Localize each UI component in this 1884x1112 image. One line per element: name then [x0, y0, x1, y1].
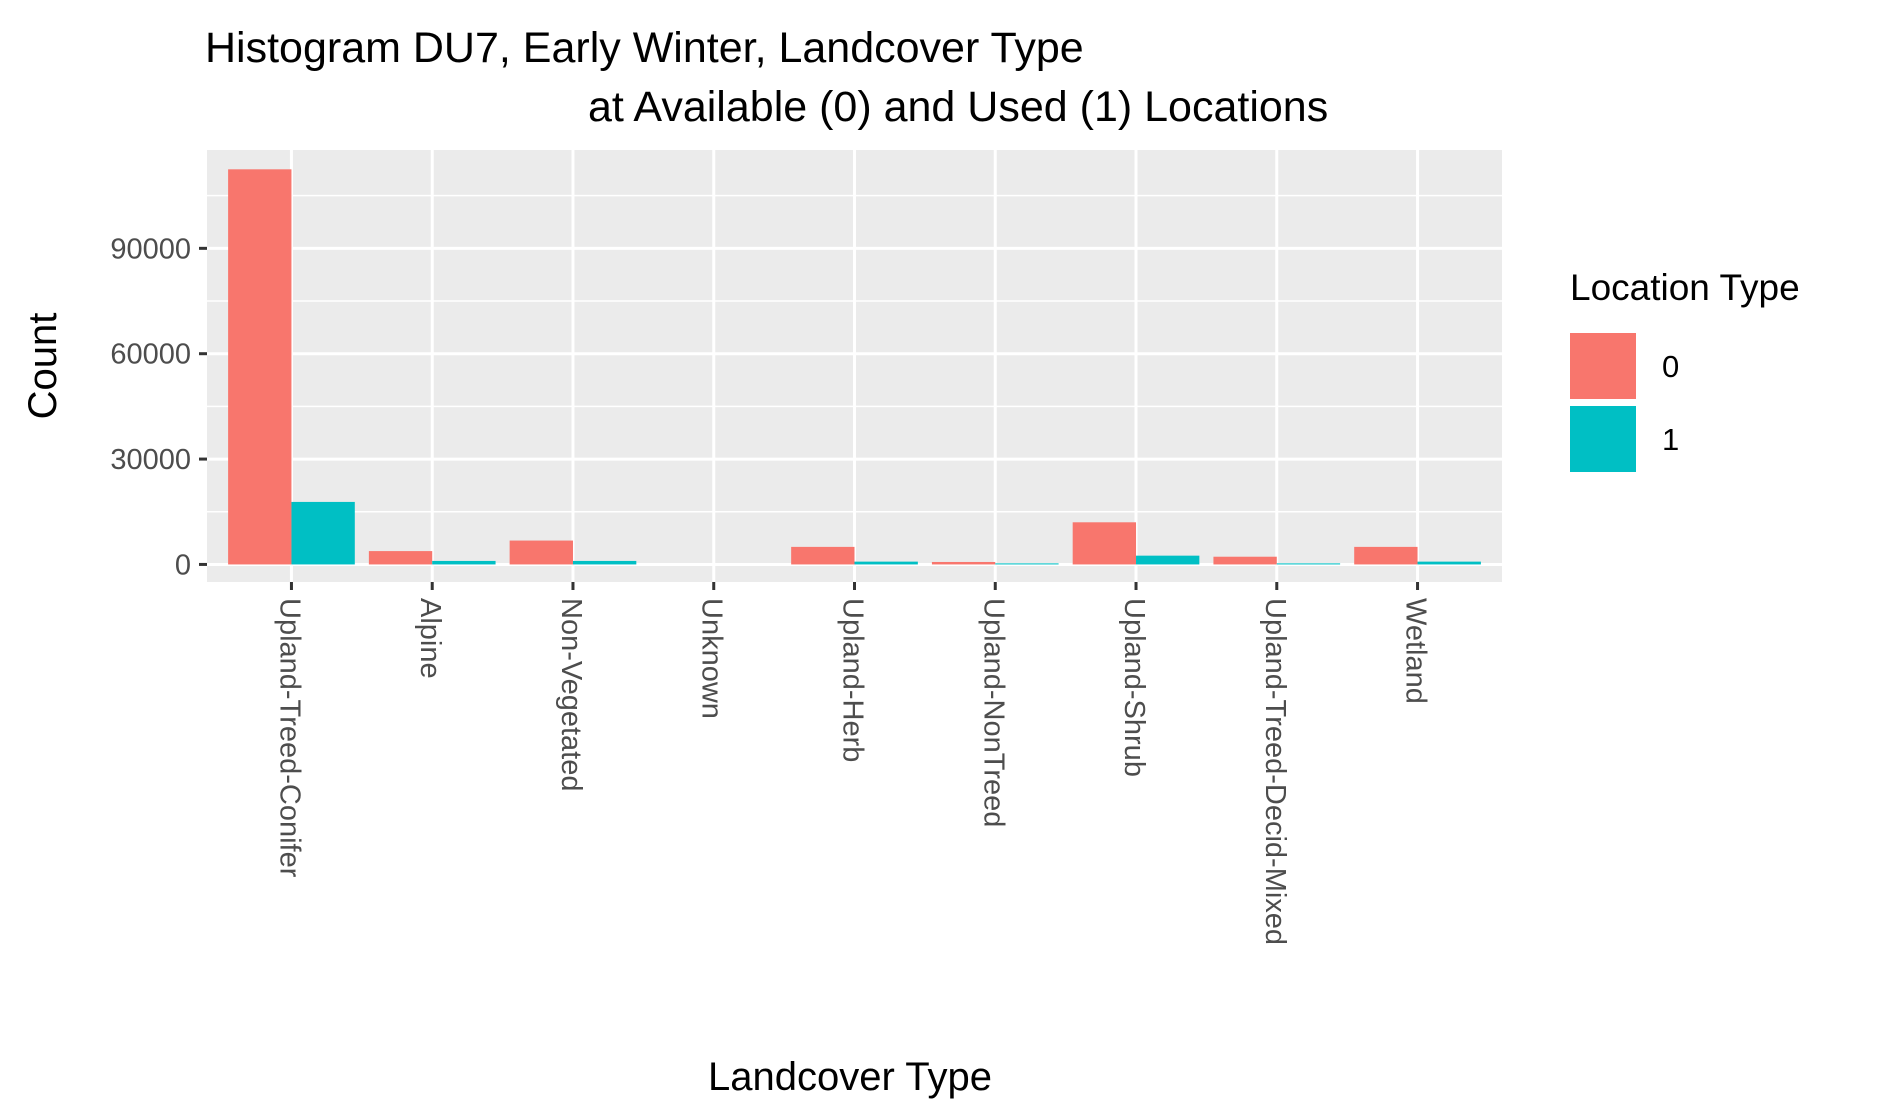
bar-series-1-upland-treed-decid-mixed: [1276, 563, 1341, 565]
x-tick-label: Upland-NonTreed: [977, 598, 1009, 827]
x-tick-label: Upland-Herb: [837, 598, 869, 762]
x-tick-label: Upland-Shrub: [1118, 598, 1150, 777]
x-tick-label: Unknown: [696, 598, 728, 719]
bar-series-1-upland-nontreed: [995, 563, 1059, 565]
y-tick-label: 60000: [110, 339, 191, 371]
bars: [228, 169, 1481, 565]
legend: Location Type 0 1: [1570, 267, 1800, 472]
bar-series-1-non-vegetated: [572, 560, 637, 565]
chart-title-line-2: at Available (0) and Used (1) Locations: [588, 83, 1328, 131]
bar-series-0-wetland: [1354, 546, 1418, 565]
bar-series-1-upland-herb: [854, 561, 918, 565]
x-tick-label: Non-Vegetated: [555, 598, 587, 791]
x-tick-label: Wetland: [1400, 598, 1432, 704]
bar-series-1-wetland: [1417, 561, 1481, 565]
x-tick-label: Alpine: [414, 598, 446, 679]
bar-series-1-upland-shrub: [1136, 555, 1200, 565]
y-tick-label: 30000: [110, 444, 191, 476]
bar-series-1-alpine: [432, 560, 496, 565]
x-tick-label: Upland-Treed-Decid-Mixed: [1259, 598, 1291, 945]
bar-series-0-upland-nontreed: [931, 561, 996, 565]
bar-series-1-upland-treed-conifer: [291, 501, 355, 565]
y-tick-label: 0: [175, 549, 191, 581]
y-axis: 0 30000 60000 90000: [110, 233, 207, 581]
legend-key-0: [1570, 333, 1636, 399]
chart-title-line-1: Histogram DU7, Early Winter, Landcover T…: [205, 24, 1084, 72]
bar-series-0-upland-treed-decid-mixed: [1213, 556, 1277, 565]
y-axis-title: Count: [21, 313, 65, 420]
bar-series-0-alpine: [368, 551, 433, 565]
legend-label-0: 0: [1662, 349, 1679, 384]
x-axis: Upland-Treed-Conifer Alpine Non-Vegetated U…: [273, 582, 1432, 945]
x-tick-label: Upland-Treed-Conifer: [273, 598, 305, 878]
x-axis-title: Landcover Type: [708, 1055, 992, 1099]
legend-label-1: 1: [1662, 422, 1679, 457]
legend-key-1: [1570, 406, 1636, 472]
bar-series-0-upland-shrub: [1072, 522, 1137, 565]
y-tick-label: 90000: [110, 233, 191, 265]
bar-series-0-upland-treed-conifer: [228, 169, 292, 565]
bar-series-0-non-vegetated: [509, 540, 573, 565]
bar-series-0-upland-herb: [791, 546, 855, 565]
legend-title: Location Type: [1570, 267, 1800, 308]
